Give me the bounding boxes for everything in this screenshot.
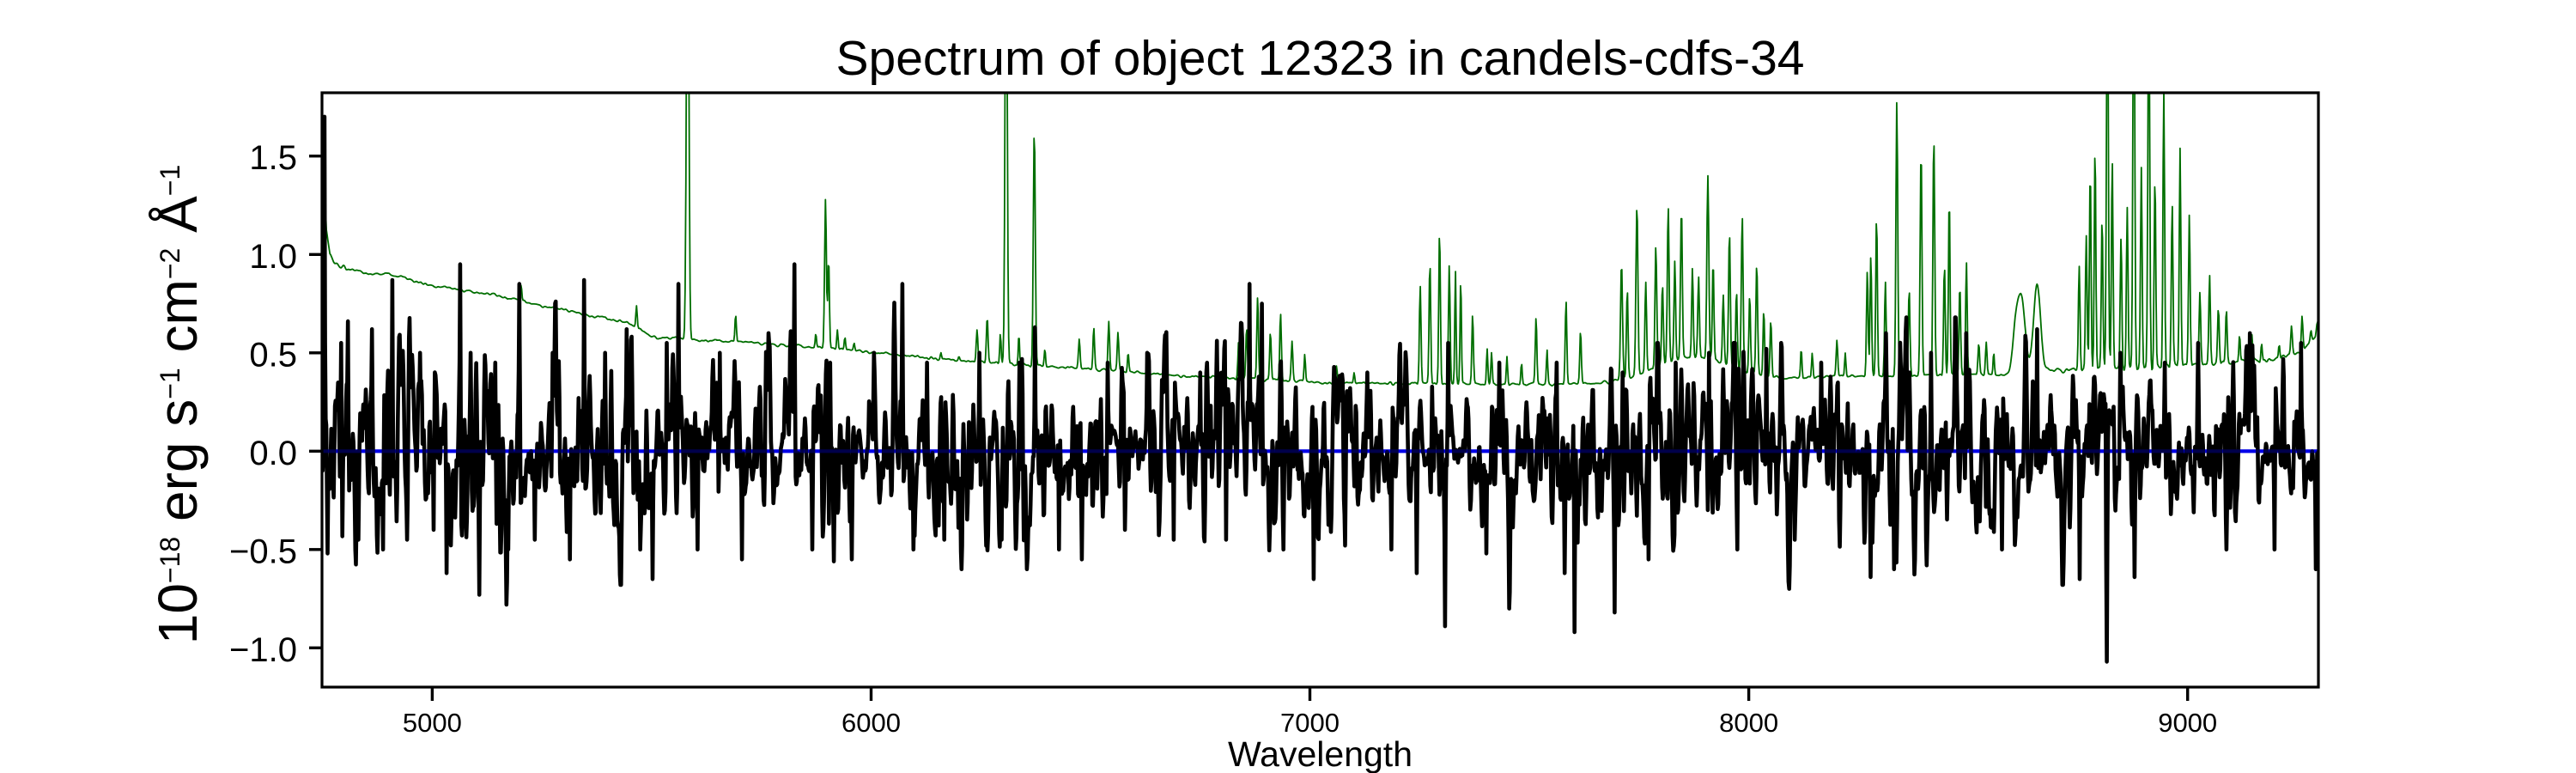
svg-text:8000: 8000: [1719, 708, 1778, 738]
svg-text:6000: 6000: [841, 708, 901, 738]
svg-text:−1.0: −1.0: [229, 631, 297, 669]
svg-text:10−18 erg s−1 cm−2 Å−1: 10−18 erg s−1 cm−2 Å−1: [147, 165, 209, 645]
svg-text:−0.5: −0.5: [229, 533, 297, 570]
svg-text:5000: 5000: [403, 708, 462, 738]
svg-text:0.0: 0.0: [249, 435, 297, 472]
svg-text:9000: 9000: [2158, 708, 2217, 738]
svg-text:7000: 7000: [1280, 708, 1340, 738]
svg-text:1.0: 1.0: [249, 238, 297, 276]
svg-text:Wavelength: Wavelength: [1228, 734, 1413, 773]
svg-text:0.5: 0.5: [249, 336, 297, 374]
svg-text:1.5: 1.5: [249, 139, 297, 177]
svg-text:Spectrum of object 12323 in ca: Spectrum of object 12323 in candels-cdfs…: [836, 31, 1805, 86]
